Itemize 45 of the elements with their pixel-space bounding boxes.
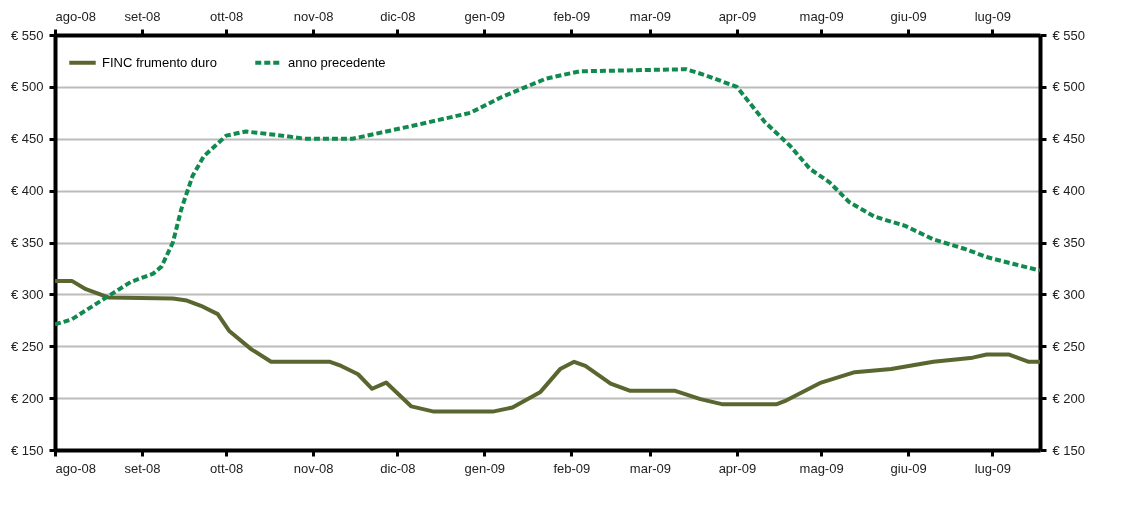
x-tick-label: set-08 bbox=[124, 460, 161, 476]
x-tick-label: feb-09 bbox=[553, 460, 591, 476]
y2-tick-label: € 300 bbox=[1052, 286, 1086, 302]
x2-tick-label: apr-09 bbox=[718, 8, 757, 24]
x2-tick-label: feb-09 bbox=[553, 8, 591, 24]
y2-tick-label: € 400 bbox=[1052, 183, 1086, 199]
y-tick-label: € 200 bbox=[10, 390, 44, 406]
legend-label: FINC frumento duro bbox=[102, 54, 217, 70]
x2-tick-label: ott-08 bbox=[210, 8, 244, 24]
x2-tick-label: mag-09 bbox=[799, 8, 844, 24]
y-tick-label: € 400 bbox=[10, 183, 44, 199]
y2-tick-label: € 200 bbox=[1052, 390, 1086, 406]
legend-label: anno precedente bbox=[288, 54, 386, 70]
x-tick-label: giu-09 bbox=[890, 460, 927, 476]
x-tick-label: nov-08 bbox=[293, 460, 334, 476]
y-tick-label: € 550 bbox=[10, 27, 44, 43]
x-tick-label: lug-09 bbox=[974, 460, 1011, 476]
y2-tick-label: € 450 bbox=[1052, 131, 1086, 147]
y-tick-label: € 300 bbox=[10, 286, 44, 302]
y-tick-label: € 350 bbox=[10, 235, 44, 250]
y2-tick-label: € 500 bbox=[1052, 79, 1086, 95]
x-tick-label: mag-09 bbox=[799, 460, 844, 476]
y-tick-label: € 250 bbox=[10, 338, 44, 354]
y2-tick-label: € 250 bbox=[1052, 338, 1086, 354]
x2-tick-label: ago-08 bbox=[55, 8, 96, 24]
y2-tick-label: € 550 bbox=[1052, 27, 1086, 43]
x2-tick-label: gen-09 bbox=[464, 8, 506, 24]
y-tick-label: € 150 bbox=[10, 442, 44, 458]
x-tick-label: ott-08 bbox=[210, 460, 244, 476]
x2-tick-label: set-08 bbox=[124, 8, 161, 24]
y2-tick-label: € 150 bbox=[1052, 442, 1086, 458]
y2-tick-label: € 350 bbox=[1052, 235, 1086, 250]
y-tick-label: € 500 bbox=[10, 79, 44, 95]
x-tick-label: mar-09 bbox=[629, 460, 672, 476]
x-tick-label: dic-08 bbox=[380, 460, 416, 476]
x-tick-label: apr-09 bbox=[718, 460, 757, 476]
x2-tick-label: dic-08 bbox=[380, 8, 416, 24]
x2-tick-label: mar-09 bbox=[629, 8, 672, 24]
x-tick-label: gen-09 bbox=[464, 460, 506, 476]
x2-tick-label: giu-09 bbox=[890, 8, 927, 24]
line-series bbox=[55, 278, 1040, 414]
x2-tick-label: nov-08 bbox=[293, 8, 334, 24]
y-tick-label: € 450 bbox=[10, 131, 44, 147]
x-tick-label: ago-08 bbox=[55, 460, 96, 476]
x2-tick-label: lug-09 bbox=[974, 8, 1011, 24]
